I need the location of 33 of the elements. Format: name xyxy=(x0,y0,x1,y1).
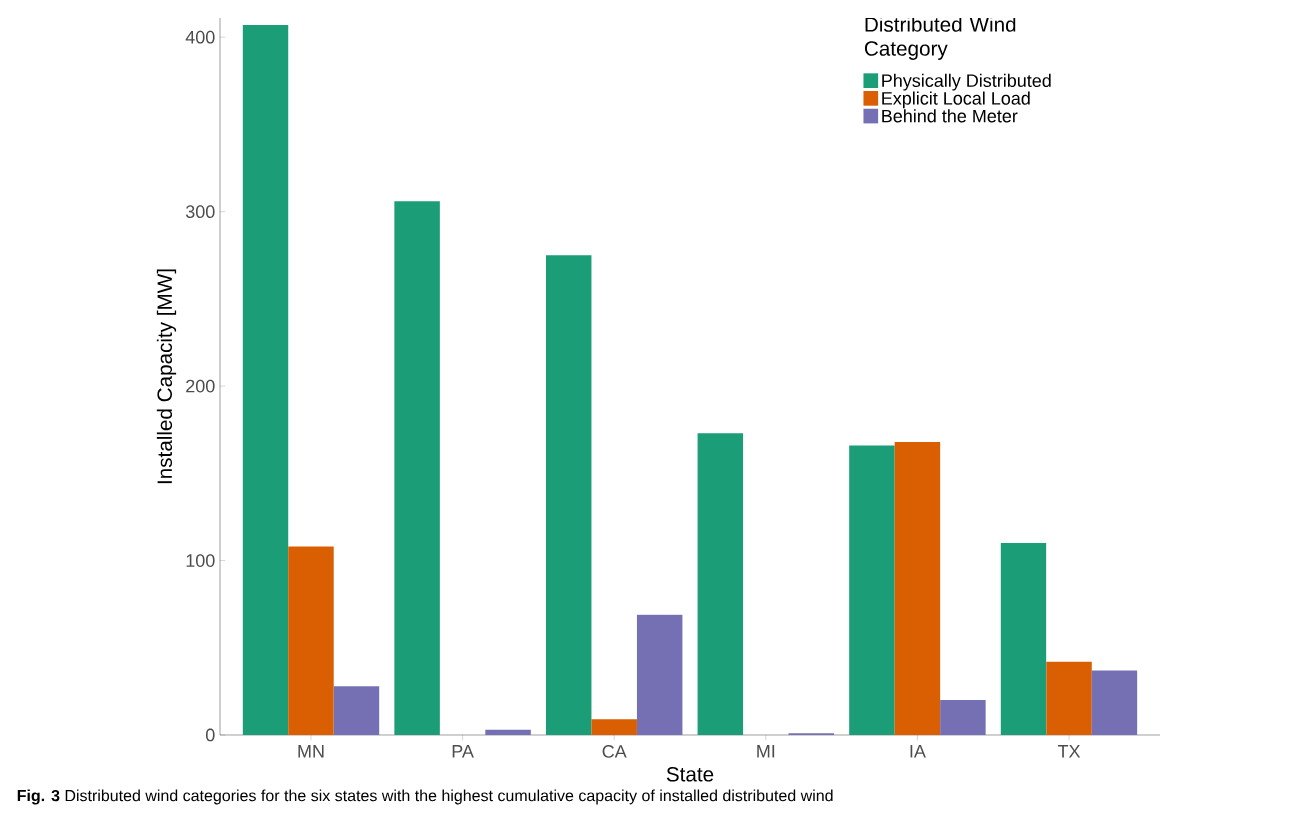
y-tick-label: 300 xyxy=(185,205,215,218)
y-tick-label: 400 xyxy=(185,30,215,44)
bar xyxy=(242,24,289,735)
text: Fig. 3 Distributed wind categories for the six states with the highest cumulative capacity of installed distributed wind xyxy=(17,789,833,805)
legend-title: Distributed Wind Category xyxy=(864,16,1016,60)
x-tick-label: CA xyxy=(602,745,627,758)
bar xyxy=(940,700,986,735)
y-tick-label: 100 xyxy=(186,554,215,567)
bar xyxy=(1046,661,1092,735)
y-tick-label: 200 xyxy=(186,379,215,393)
x-tick-label: MI xyxy=(757,745,775,758)
y-tick-label: 0 xyxy=(206,728,215,742)
bar xyxy=(1000,543,1047,735)
bar xyxy=(288,546,334,735)
bar xyxy=(333,686,380,735)
bar xyxy=(485,729,531,735)
bar xyxy=(394,201,440,735)
bar xyxy=(1091,670,1138,735)
x-tick-label: PA xyxy=(452,745,474,758)
bar xyxy=(636,614,683,735)
bar xyxy=(894,441,941,735)
bar xyxy=(697,433,744,735)
x-tick-label: MN xyxy=(298,745,324,758)
x-axis-title: State xyxy=(666,766,714,782)
x-tick-label: IA xyxy=(910,745,926,758)
legend-label: Explicit Local Load xyxy=(882,91,1030,109)
legend-label: Physically Distributed xyxy=(882,73,1051,91)
bar xyxy=(591,719,637,735)
y-axis-title: Installed Capacity [MW] xyxy=(156,269,177,484)
bar xyxy=(849,445,895,735)
bar xyxy=(545,255,592,735)
legend-label: Behind the Meter xyxy=(882,109,1018,123)
x-tick-label: TX xyxy=(1057,745,1081,758)
